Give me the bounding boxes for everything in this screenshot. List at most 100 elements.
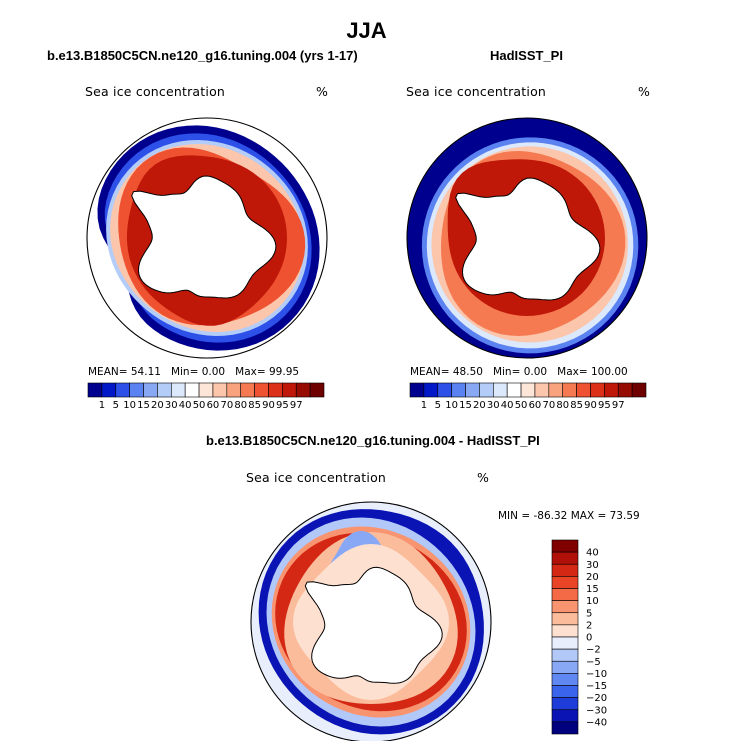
colorbar-tick-label: −30	[586, 705, 607, 716]
colorbar-tick-label: 97	[612, 400, 625, 411]
antarctica-continent	[304, 566, 443, 684]
colorbar-swatch	[551, 600, 579, 614]
colorbar-swatch	[254, 382, 269, 398]
colorbar-tick-label: 90	[262, 400, 275, 411]
colorbar-tick-label: 20	[473, 400, 486, 411]
colorbar-tick-label: 10	[586, 596, 599, 607]
panel2-title: HadISST_PI	[490, 48, 563, 63]
colorbar-tick-label: 15	[586, 584, 599, 595]
colorbar-tick-label: 90	[584, 400, 597, 411]
colorbar-tick-label: −10	[586, 669, 607, 680]
map-panel2	[406, 117, 648, 359]
colorbar-swatch	[309, 382, 325, 398]
panel2-variable: Sea ice concentration	[406, 84, 547, 99]
map-boundary	[86, 117, 328, 359]
colorbar-tick-label: 70	[542, 400, 555, 411]
colorbar-tick-label: 2	[586, 620, 592, 631]
colorbar-tick-label: 80	[234, 400, 247, 411]
colorbar-tick-label: 85	[248, 400, 261, 411]
colorbar-tick-label: 50	[515, 400, 528, 411]
colorbar-swatch	[604, 382, 619, 398]
colorbar-tick-label: 30	[586, 560, 599, 571]
panel1-title: b.e13.B1850C5CN.ne120_g16.tuning.004 (yr…	[47, 48, 358, 63]
colorbar-swatch	[409, 382, 425, 398]
panel1-variable: Sea ice concentration	[85, 84, 226, 99]
colorbar-swatch	[551, 588, 579, 601]
colorbar-swatch	[115, 382, 130, 398]
main-title: JJA	[346, 18, 387, 43]
antarctica-continent	[455, 177, 601, 301]
panel1-units: %	[316, 84, 329, 99]
panel1-stats: MEAN= 54.11 Min= 0.00 Max= 99.95	[88, 366, 300, 378]
colorbar-swatch	[87, 382, 103, 398]
colorbar-swatch	[631, 382, 647, 398]
colorbar-tick-label: 40	[501, 400, 514, 411]
colorbar-swatch	[576, 382, 591, 398]
colorbar-swatch	[226, 382, 242, 398]
colorbar-tick-label: −20	[586, 693, 607, 704]
colorbar-swatch	[551, 636, 579, 650]
colorbar-tick-label: 70	[220, 400, 233, 411]
colorbar-swatch	[590, 382, 605, 398]
colorbar-tick-label: 5	[113, 400, 119, 411]
colorbar-swatch	[520, 382, 536, 398]
colorbar-tick-label: 85	[570, 400, 583, 411]
colorbar-swatch	[551, 624, 579, 638]
colorbar-swatch	[268, 382, 283, 398]
colorbar-swatch	[240, 382, 255, 398]
map-panel1	[86, 117, 328, 359]
colorbar-swatch	[492, 382, 508, 398]
panel3-stats: MIN = -86.32 MAX = 73.59	[498, 510, 640, 522]
colorbar-panel2: 1 5 10 15 20 30 40 50 60 70 80 85 90 95 97	[409, 382, 647, 411]
colorbar-panel1: 1 5 10 15 20 30 40 50 60 70 80 85 90 95 97	[87, 382, 325, 411]
colorbar-swatch	[295, 382, 311, 398]
colorbar-swatch	[157, 382, 172, 398]
colorbar-swatch	[451, 382, 466, 398]
colorbar-tick-label: 95	[276, 400, 289, 411]
colorbar-swatch	[479, 382, 494, 398]
colorbar-swatch	[548, 382, 564, 398]
map-boundary	[406, 117, 648, 359]
colorbar-tick-label: 60	[207, 400, 220, 411]
map-boundary	[250, 501, 492, 741]
colorbar-swatch	[170, 382, 186, 398]
colorbar-tick-label: 20	[586, 572, 599, 583]
colorbar-tick-label: 1	[99, 400, 105, 411]
diff-title: b.e13.B1850C5CN.ne120_g16.tuning.004 - H…	[206, 433, 540, 448]
colorbar-tick-label: −40	[586, 717, 607, 728]
colorbar-swatch	[437, 382, 452, 398]
colorbar-swatch	[506, 382, 522, 398]
colorbar-swatch	[551, 709, 579, 723]
colorbar-swatch	[551, 721, 579, 735]
colorbar-tick-label: 15	[137, 400, 150, 411]
antarctica-continent	[131, 175, 277, 299]
colorbar-swatch	[465, 382, 480, 398]
colorbar-tick-label: 1	[421, 400, 427, 411]
colorbar-tick-label: 50	[193, 400, 206, 411]
panel2-stats: MEAN= 48.50 Min= 0.00 Max= 100.00	[410, 366, 628, 378]
colorbar-swatch	[534, 382, 550, 398]
colorbar-swatch	[129, 382, 144, 398]
colorbar-tick-label: 40	[586, 548, 599, 559]
panel3-variable: Sea ice concentration	[246, 470, 387, 485]
colorbar-tick-label: 10	[445, 400, 458, 411]
colorbar-tick-label: 97	[290, 400, 303, 411]
colorbar-swatch	[551, 563, 579, 577]
colorbar-swatch	[551, 551, 579, 565]
colorbar-tick-label: 15	[459, 400, 472, 411]
panel3-units: %	[477, 470, 490, 485]
colorbar-tick-label: 5	[586, 608, 592, 619]
colorbar-tick-label: 95	[598, 400, 611, 411]
colorbar-tick-label: 60	[529, 400, 542, 411]
colorbar-swatch	[551, 697, 579, 711]
colorbar-swatch	[562, 382, 577, 398]
colorbar-swatch	[143, 382, 158, 398]
colorbar-tick-label: −15	[586, 681, 607, 692]
colorbar-tick-label: 5	[435, 400, 441, 411]
colorbar-tick-label: 40	[179, 400, 192, 411]
colorbar-swatch	[551, 673, 579, 686]
colorbar-swatch	[551, 539, 579, 553]
colorbar-tick-label: 80	[556, 400, 569, 411]
colorbar-tick-label: 10	[123, 400, 136, 411]
